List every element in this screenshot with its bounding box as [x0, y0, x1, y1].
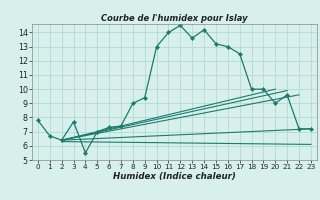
Title: Courbe de l'humidex pour Islay: Courbe de l'humidex pour Islay	[101, 14, 248, 23]
X-axis label: Humidex (Indice chaleur): Humidex (Indice chaleur)	[113, 172, 236, 181]
